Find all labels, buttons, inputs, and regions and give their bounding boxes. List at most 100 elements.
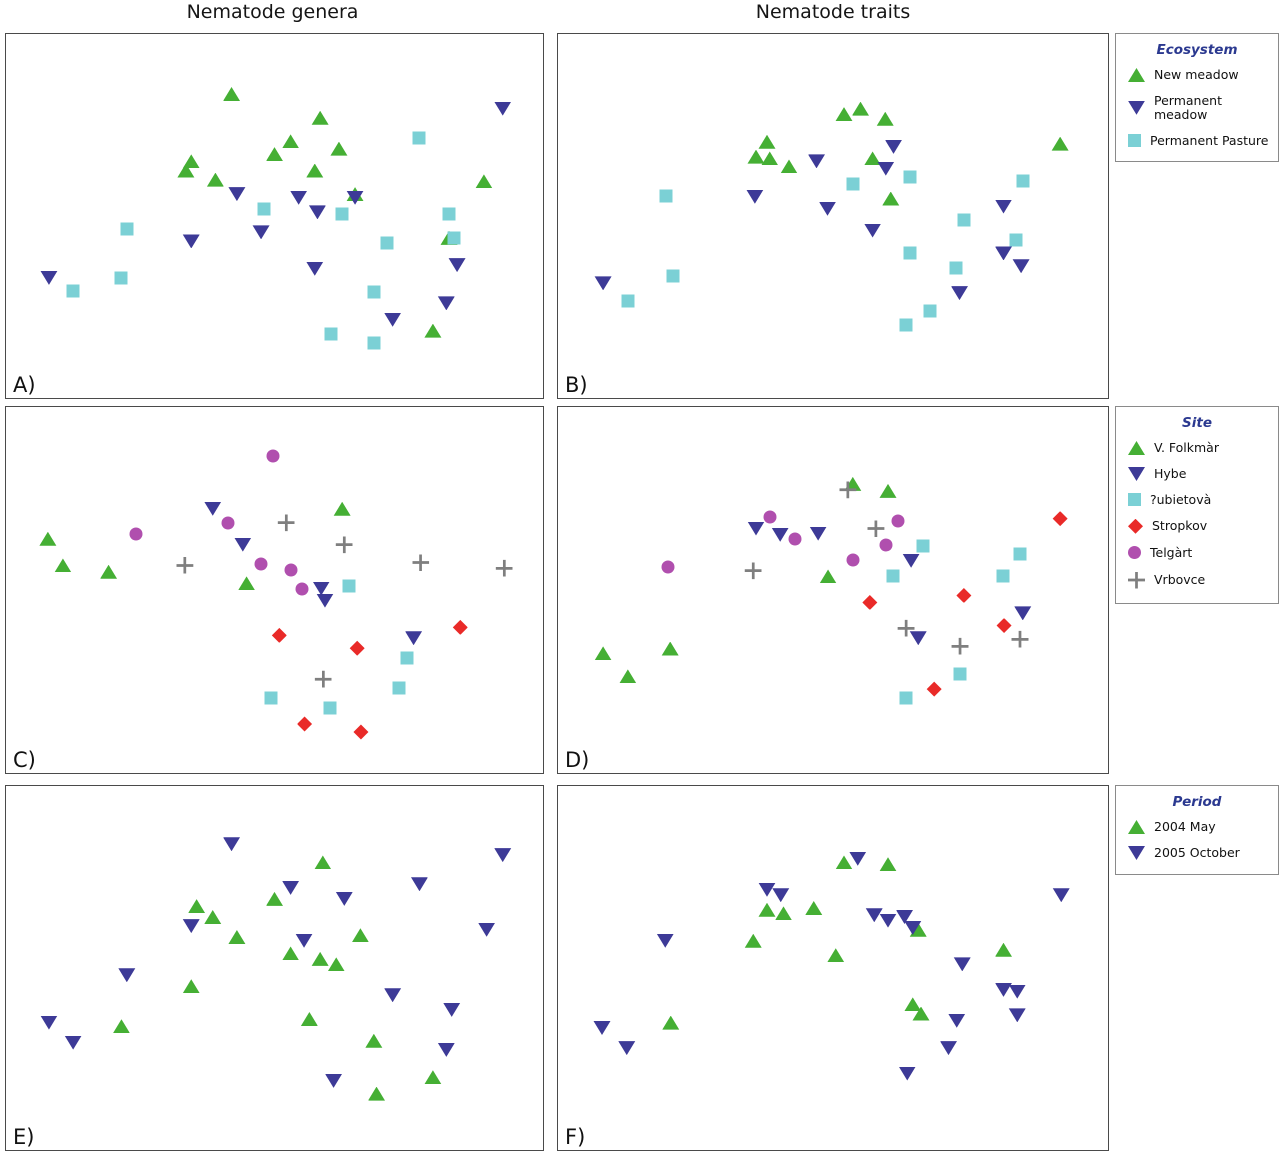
legend-label: Telgàrt — [1150, 544, 1193, 560]
legend-item-hybe: Hybe — [1116, 461, 1278, 487]
plus-marker — [867, 520, 885, 537]
triangle-down-marker — [809, 526, 827, 541]
triangle-down-marker — [758, 882, 776, 897]
triangle-up-marker — [475, 174, 493, 189]
legend-site-title: Site — [1182, 415, 1212, 431]
square-marker — [916, 539, 930, 553]
square-marker — [400, 651, 414, 665]
triangle-down-marker — [40, 1015, 58, 1030]
square-marker — [442, 207, 456, 221]
triangle-up-marker — [351, 928, 369, 943]
triangle-up-marker — [876, 111, 894, 126]
square-marker — [903, 246, 917, 260]
column-title-traits: Nematode traits — [755, 1, 911, 23]
triangle-down-marker — [948, 1013, 966, 1028]
legend-label: Stropkov — [1152, 518, 1208, 534]
triangle-down-marker — [64, 1035, 82, 1050]
square-marker — [66, 284, 80, 298]
triangle-down-marker — [234, 537, 252, 552]
triangle-down-icon — [1128, 100, 1145, 115]
triangle-up-marker — [300, 1011, 318, 1026]
triangle-up-icon — [1128, 820, 1145, 834]
triangle-down-marker — [437, 1042, 455, 1057]
square-marker — [659, 189, 673, 203]
circle-marker — [788, 532, 802, 546]
diamond-marker — [956, 587, 972, 603]
triangle-up-marker — [330, 141, 348, 156]
triangle-up-marker — [780, 159, 798, 174]
triangle-down-marker — [494, 101, 512, 116]
panel-label-d: D) — [565, 748, 590, 772]
circle-marker — [254, 557, 268, 571]
nmds-panel-d: D) — [557, 406, 1109, 774]
triangle-up-marker — [266, 891, 283, 906]
plus-marker — [744, 562, 762, 580]
panel-d-points — [558, 407, 1108, 773]
triangle-down-marker — [448, 258, 466, 273]
circle-marker — [846, 553, 860, 567]
square-marker — [447, 231, 461, 245]
square-marker — [1009, 233, 1023, 247]
square-marker — [323, 701, 337, 715]
legend-item-permanent-pasture: Permanent Pasture — [1116, 128, 1278, 154]
diamond-icon — [1128, 518, 1143, 534]
legend-label: New meadow — [1154, 67, 1239, 83]
legend-label: Hybe — [1154, 466, 1187, 482]
diamond-marker — [1052, 511, 1068, 527]
square-marker — [412, 131, 426, 145]
square-marker — [621, 294, 635, 308]
legend-label: Permanent meadow — [1154, 93, 1222, 122]
legend-period: Period 2004 May 2005 October — [1115, 785, 1279, 875]
triangle-up-marker — [188, 899, 206, 914]
plus-marker — [1011, 630, 1029, 648]
triangle-down-marker — [879, 913, 897, 928]
triangle-down-marker — [808, 154, 825, 169]
triangle-down-marker — [384, 312, 402, 327]
column-title-genera: Nematode genera — [186, 1, 359, 23]
legend-period-title: Period — [1172, 794, 1222, 810]
triangle-down-marker — [312, 581, 330, 596]
triangle-up-marker — [995, 942, 1012, 957]
square-marker — [367, 285, 381, 299]
circle-marker — [221, 516, 235, 530]
square-icon — [1128, 493, 1141, 507]
square-marker — [1013, 547, 1027, 561]
square-marker — [114, 271, 128, 285]
triangle-down-marker — [995, 246, 1012, 261]
plus-marker — [277, 514, 295, 532]
square-marker — [1016, 174, 1030, 188]
triangle-up-marker — [835, 107, 853, 122]
triangle-down-marker — [864, 223, 882, 238]
panel-a-points — [6, 34, 543, 398]
legend-ecosystem: Ecosystem New meadow Permanent meadow Perm… — [1115, 33, 1279, 163]
square-icon — [1128, 133, 1141, 147]
square-marker — [903, 170, 917, 184]
legend-label: ?ubietovà — [1150, 492, 1212, 507]
triangle-down-marker — [182, 919, 200, 934]
triangle-up-marker — [311, 110, 329, 125]
triangle-down-marker — [290, 190, 308, 205]
diamond-marker — [271, 627, 287, 643]
square-marker — [886, 569, 900, 583]
triangle-down-marker — [295, 933, 313, 948]
triangle-up-marker — [805, 900, 823, 915]
circle-icon — [1128, 546, 1141, 560]
triangle-down-marker — [747, 521, 765, 536]
triangle-up-marker — [879, 857, 897, 872]
triangle-up-marker — [747, 149, 765, 164]
triangle-down-marker — [902, 553, 920, 568]
plus-marker — [412, 554, 430, 572]
triangle-down-marker — [953, 957, 971, 972]
triangle-down-marker — [118, 968, 136, 983]
triangle-up-marker — [594, 646, 612, 661]
panel-label-b: B) — [565, 373, 588, 397]
panel-label-c: C) — [13, 748, 36, 772]
square-marker — [335, 207, 349, 221]
square-marker — [666, 269, 680, 283]
triangle-down-marker — [40, 270, 58, 285]
square-marker — [392, 681, 406, 695]
triangle-up-marker — [238, 576, 256, 591]
triangle-up-marker — [662, 1015, 680, 1030]
triangle-down-marker — [995, 199, 1012, 214]
legend-ecosystem-items: New meadow Permanent meadow Permanent Past… — [1116, 62, 1278, 153]
